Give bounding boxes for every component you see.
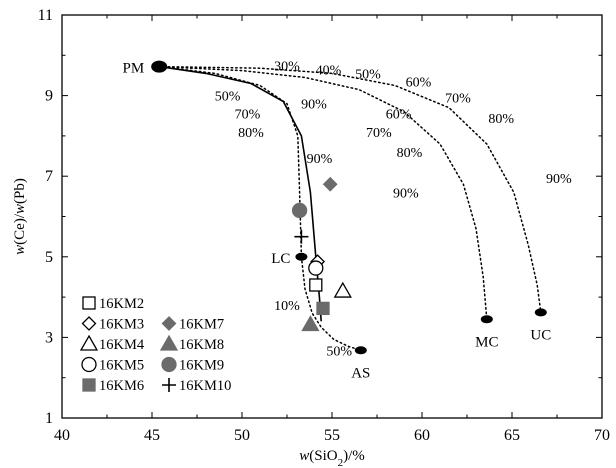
data-point-16km6	[316, 301, 330, 316]
reservoir-label-pm: PM	[123, 61, 145, 77]
legend-marker-16km4	[79, 334, 99, 351]
mixing-label: 80%	[238, 126, 264, 141]
legend-label-16km2: 16KM2	[99, 296, 144, 312]
reservoir-label-lc: LC	[271, 251, 290, 267]
mixing-label: 70%	[366, 126, 392, 141]
data-point-16km10	[294, 229, 309, 244]
reservoir-marker-lc	[295, 252, 308, 261]
mixing-label: 80%	[397, 146, 423, 161]
mixing-curve-pm-uc	[158, 65, 542, 314]
mixing-label: 50%	[355, 67, 381, 82]
reservoir-marker-pm	[151, 60, 168, 73]
mixing-curve-pm-as	[159, 65, 322, 322]
legend-marker-16km7	[161, 316, 177, 331]
reservoir-marker-as	[354, 346, 367, 355]
reservoir-label-uc: UC	[530, 327, 551, 343]
mixing-label: 90%	[307, 152, 333, 167]
x-axis-title: w(SiO2)/%	[299, 448, 365, 468]
x-tick-label: 70	[594, 427, 610, 444]
data-point-16km9	[291, 202, 308, 219]
mixing-percent-labels: 30% 40% 50% 60% 70% 80% 90% 50% 90% 60% 70% 70% 80% 8…	[215, 59, 572, 359]
y-tick-label: 3	[45, 329, 53, 346]
data-point-16km4	[333, 281, 352, 298]
x-tick-label: 50	[234, 427, 250, 444]
legend-marker-16km8	[159, 334, 179, 351]
y-tick-label: 5	[45, 249, 53, 266]
x-tick-label: 60	[414, 427, 430, 444]
x-tick-label: 40	[54, 427, 70, 444]
mixing-label: 80%	[488, 112, 514, 127]
y-axis-title: w(Ce)/w(Pb)	[12, 178, 28, 255]
reservoir-label-mc: MC	[475, 334, 498, 350]
legend: 16KM2 16KM3 16KM7 16KM4 16KM8 16KM5 16KM9 16KM6…	[79, 296, 231, 394]
mixing-label: 90%	[393, 186, 419, 201]
mixing-label: 60%	[406, 75, 432, 90]
mixing-label: 30%	[274, 59, 300, 74]
legend-marker-16km10	[162, 378, 176, 392]
mixing-label: 50%	[326, 344, 352, 359]
legend-label-16km4: 16KM4	[99, 337, 145, 353]
legend-marker-16km6	[82, 378, 96, 392]
reservoir-label-as: AS	[351, 365, 370, 381]
legend-marker-16km9	[161, 356, 177, 373]
mixing-label: 60%	[386, 108, 412, 123]
mixing-label: 10%	[274, 299, 300, 314]
legend-marker-16km3	[81, 316, 97, 331]
mixing-label: 90%	[301, 98, 327, 113]
mixing-curve-pm-mc	[158, 65, 488, 321]
y-tick-label: 11	[38, 7, 53, 24]
mixing-curves	[158, 65, 542, 352]
mixing-curve-pm-lc	[158, 65, 303, 258]
data-point-16km7	[322, 176, 338, 192]
y-tick-label: 1	[45, 410, 53, 427]
data-point-16km2	[309, 278, 323, 292]
y-tick-label: 9	[45, 88, 53, 105]
legend-label-16km8: 16KM8	[179, 337, 224, 353]
reservoir-points: PM LC AS MC UC	[123, 60, 551, 381]
legend-label-16km10: 16KM10	[179, 378, 231, 394]
sample-points	[291, 176, 352, 332]
mixing-curve-lc-as	[300, 256, 362, 352]
data-point-16km8	[301, 315, 320, 332]
mixing-label: 90%	[546, 172, 572, 187]
x-tick-label: 65	[504, 427, 520, 444]
legend-label-16km5: 16KM5	[99, 358, 144, 374]
legend-label-16km6: 16KM6	[99, 378, 144, 394]
legend-marker-16km2	[82, 296, 96, 310]
mixing-label: 70%	[235, 108, 261, 123]
legend-marker-16km5	[81, 356, 97, 373]
mixing-label: 40%	[316, 63, 342, 78]
legend-label-16km7: 16KM7	[179, 317, 224, 333]
mixing-label: 70%	[445, 92, 471, 107]
axes: 40 45 50 55 60 65 70 1 3 5 7 9 11 w(SiO2)/% w(Ce)/w(Pb…	[12, 7, 610, 468]
y-tick-label: 7	[45, 168, 53, 185]
reservoir-marker-mc	[480, 315, 493, 324]
x-tick-label: 45	[144, 427, 160, 444]
legend-label-16km9: 16KM9	[179, 358, 224, 374]
x-tick-label: 55	[324, 427, 340, 444]
legend-label-16km3: 16KM3	[99, 317, 144, 333]
mixing-label: 50%	[215, 90, 241, 105]
data-point-16km5	[308, 260, 324, 276]
reservoir-marker-uc	[534, 308, 547, 317]
